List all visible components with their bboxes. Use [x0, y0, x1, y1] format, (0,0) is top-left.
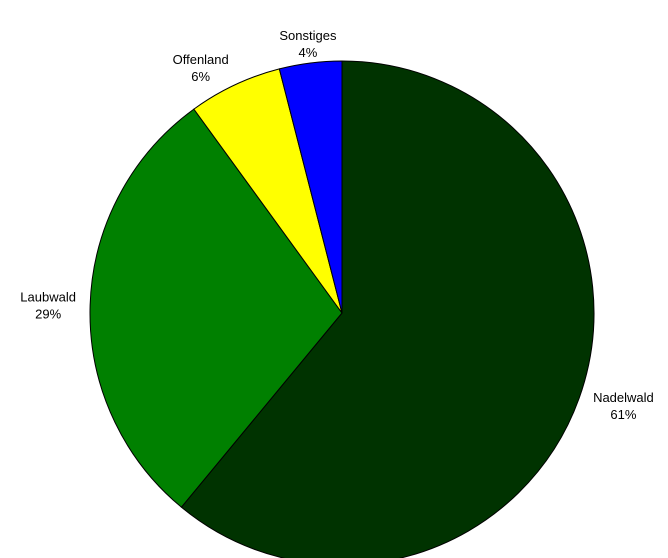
slice-label-nadelwald: Nadelwald 61%	[593, 390, 654, 422]
slice-name-nadelwald: Nadelwald	[593, 390, 654, 405]
slice-label-offenland: Offenland 6%	[173, 52, 229, 84]
slice-value-offenland: 6%	[191, 69, 210, 84]
slice-value-sonstiges: 4%	[299, 45, 318, 60]
slice-name-laubwald: Laubwald	[20, 289, 76, 304]
slice-value-laubwald: 29%	[35, 306, 61, 321]
slice-label-laubwald: Laubwald 29%	[20, 289, 76, 321]
pie-labels: Nadelwald 61% Laubwald 29% Offenland 6% Sonsti…	[20, 28, 653, 422]
pie-slices	[89, 60, 595, 558]
slice-label-sonstiges: Sonstiges 4%	[279, 28, 337, 60]
pie-slice-sonstiges	[278, 60, 343, 314]
pie-slice-nadelwald	[180, 60, 595, 558]
slice-name-sonstiges: Sonstiges	[279, 28, 337, 43]
slice-value-nadelwald: 61%	[610, 407, 636, 422]
pie-slice-laubwald	[89, 108, 343, 508]
slice-name-offenland: Offenland	[173, 52, 229, 67]
